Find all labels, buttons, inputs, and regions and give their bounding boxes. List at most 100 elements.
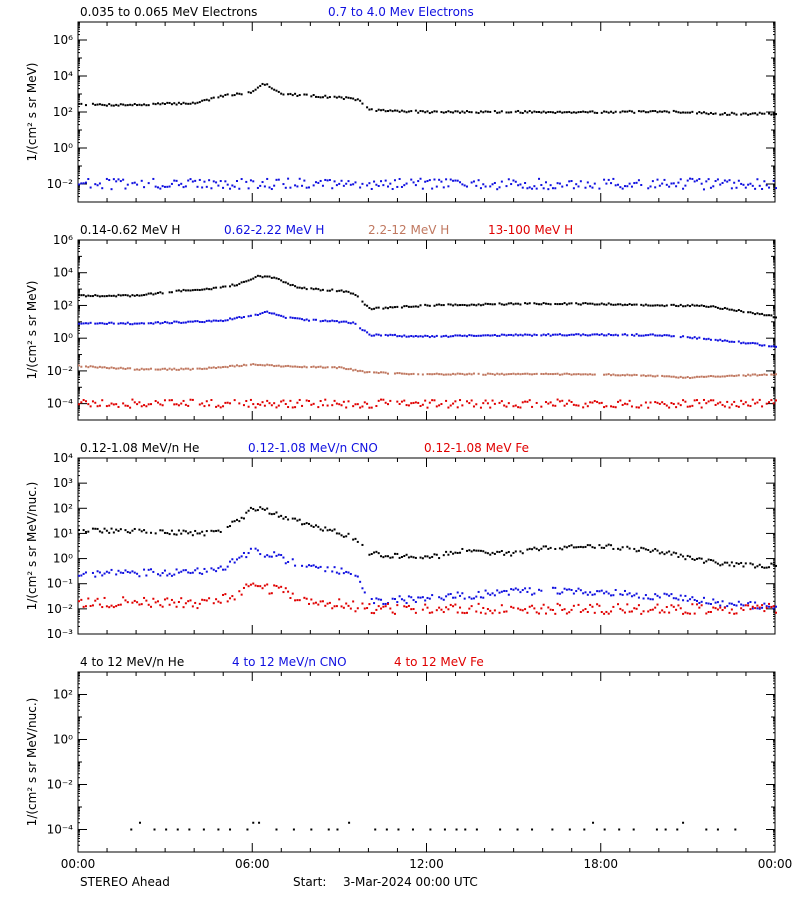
data-point — [131, 182, 134, 185]
data-point — [700, 375, 703, 378]
data-point — [698, 178, 701, 181]
data-point — [347, 321, 350, 324]
data-point — [180, 570, 183, 573]
data-point — [672, 182, 675, 185]
data-point — [514, 180, 517, 183]
data-point — [596, 590, 599, 593]
data-point — [268, 402, 271, 405]
data-point — [661, 374, 664, 377]
data-point — [484, 302, 487, 305]
data-point — [489, 334, 492, 337]
data-point — [584, 545, 587, 548]
data-point — [80, 102, 83, 105]
data-point — [689, 555, 692, 558]
data-point — [547, 111, 550, 114]
data-point — [319, 565, 322, 568]
data-point — [617, 547, 620, 550]
data-point — [693, 180, 696, 183]
data-point — [584, 334, 587, 337]
data-point — [607, 543, 610, 546]
data-point — [368, 182, 371, 185]
data-point — [188, 828, 191, 831]
data-point — [421, 608, 424, 611]
data-point — [737, 179, 740, 182]
data-point — [180, 103, 183, 106]
data-point — [489, 609, 492, 612]
data-point — [143, 322, 146, 325]
data-point — [219, 530, 222, 533]
data-point — [547, 333, 550, 336]
data-point — [449, 550, 452, 553]
data-point — [707, 305, 710, 308]
data-point — [342, 290, 345, 293]
data-point — [403, 605, 406, 608]
data-point — [287, 518, 290, 521]
data-point — [484, 110, 487, 113]
data-point — [498, 401, 501, 404]
data-point — [108, 404, 111, 407]
data-point — [498, 111, 501, 114]
data-point — [514, 373, 517, 376]
data-point — [119, 528, 122, 531]
data-point — [614, 333, 617, 336]
data-point — [618, 828, 621, 831]
data-point — [405, 605, 408, 608]
data-point — [205, 98, 208, 101]
data-point — [661, 609, 664, 612]
data-point — [735, 186, 738, 189]
data-point — [94, 575, 97, 578]
data-point — [261, 276, 264, 279]
data-point — [626, 334, 629, 337]
data-point — [219, 180, 222, 183]
data-point — [431, 594, 434, 597]
data-point — [414, 556, 417, 559]
data-point — [266, 275, 269, 278]
data-point — [691, 596, 694, 599]
data-point — [229, 364, 232, 367]
data-point — [145, 104, 148, 107]
data-point — [586, 181, 589, 184]
data-point — [709, 338, 712, 341]
data-point — [758, 313, 761, 316]
data-point — [335, 290, 338, 293]
data-point — [173, 403, 176, 406]
data-point — [263, 275, 266, 278]
data-point — [758, 563, 761, 566]
data-point — [275, 277, 278, 280]
data-point — [682, 399, 685, 402]
data-point — [691, 376, 694, 379]
data-point — [314, 181, 317, 184]
data-point — [363, 607, 366, 610]
data-point — [572, 546, 575, 549]
data-point — [80, 294, 83, 297]
data-point — [138, 294, 141, 297]
data-point — [201, 99, 204, 102]
data-point — [751, 112, 754, 115]
data-point — [424, 111, 427, 114]
legend-entry: 4 to 12 MeV/n He — [80, 655, 184, 669]
data-point — [201, 598, 204, 601]
data-point — [242, 280, 245, 283]
data-point — [654, 110, 657, 113]
data-point — [707, 375, 710, 378]
series-black — [78, 82, 777, 116]
data-point — [768, 566, 771, 569]
data-point — [679, 404, 682, 407]
data-point — [538, 303, 541, 306]
data-point — [610, 334, 613, 337]
data-point — [628, 592, 631, 595]
data-point — [335, 320, 338, 323]
data-point — [91, 102, 94, 105]
data-point — [540, 405, 543, 408]
data-point — [737, 562, 740, 565]
data-point — [493, 609, 496, 612]
data-point — [661, 182, 664, 185]
data-point — [586, 111, 589, 114]
data-point — [684, 305, 687, 308]
data-point — [222, 320, 225, 323]
plot-frame — [77, 239, 776, 421]
data-point — [572, 373, 575, 376]
data-point — [593, 400, 596, 403]
data-point — [440, 403, 443, 406]
data-point — [758, 111, 761, 114]
